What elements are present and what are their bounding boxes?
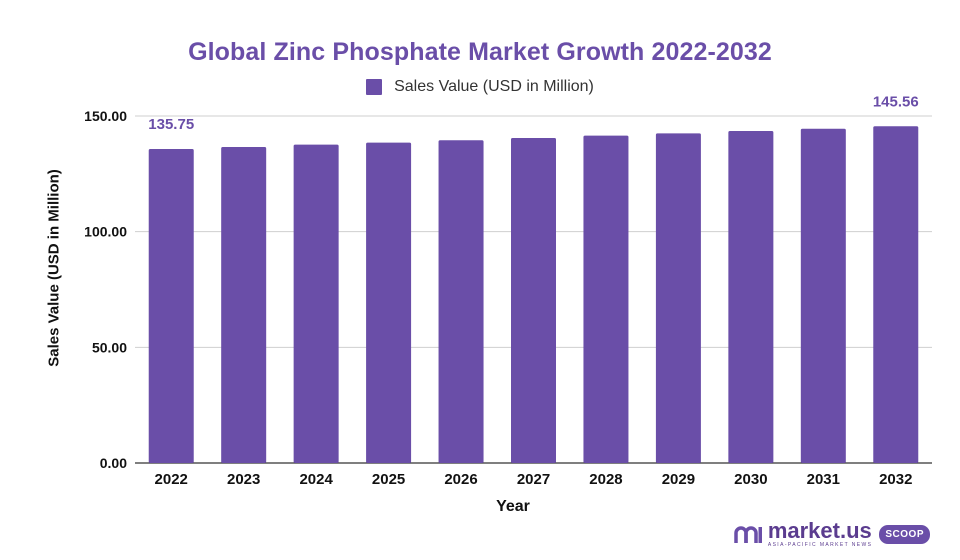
brand-badge: SCOOP (879, 524, 930, 544)
y-tick-label: 100.00 (84, 224, 127, 240)
x-tick-label: 2031 (807, 471, 840, 488)
legend-swatch (366, 79, 383, 95)
chart-title: Global Zinc Phosphate Market Growth 2022… (188, 38, 772, 66)
bar (728, 131, 774, 463)
legend-label: Sales Value (USD in Million) (394, 78, 594, 95)
brand-subtitle: ASIA-PACIFIC MARKET NEWS (767, 542, 873, 548)
bar (438, 140, 484, 464)
bar (583, 135, 629, 463)
x-tick-label: 2027 (517, 471, 550, 488)
y-tick-label: 50.00 (92, 339, 127, 355)
x-tick-label: 2023 (227, 471, 260, 488)
y-tick-label: 150.00 (84, 108, 127, 124)
bar (366, 142, 412, 463)
data-label: 145.56 (873, 93, 919, 110)
data-label: 135.75 (148, 116, 194, 133)
x-tick-label: 2028 (589, 471, 622, 488)
x-tick-label: 2022 (155, 471, 188, 488)
x-tick-label: 2025 (372, 471, 405, 488)
bar (221, 146, 267, 464)
x-tick-label: 2026 (444, 471, 477, 488)
bar (511, 137, 556, 463)
brand-watermark: market.us ASIA-PACIFIC MARKET NEWS SCOOP (734, 520, 930, 548)
y-tick-label: 0.00 (100, 455, 127, 471)
bar (148, 148, 194, 463)
x-tick-label: 2032 (879, 471, 912, 488)
x-axis-label: Year (496, 498, 530, 515)
market-us-logo-icon (734, 526, 762, 543)
bar (293, 144, 339, 463)
bar (873, 126, 919, 463)
x-tick-label: 2029 (662, 471, 695, 488)
x-tick-label: 2024 (299, 471, 333, 488)
bar (800, 128, 846, 463)
brand-name: market.us (767, 518, 872, 543)
x-tick-label: 2030 (734, 471, 767, 488)
chart-legend: Sales Value (USD in Million) (0, 78, 960, 96)
bar (655, 133, 701, 463)
